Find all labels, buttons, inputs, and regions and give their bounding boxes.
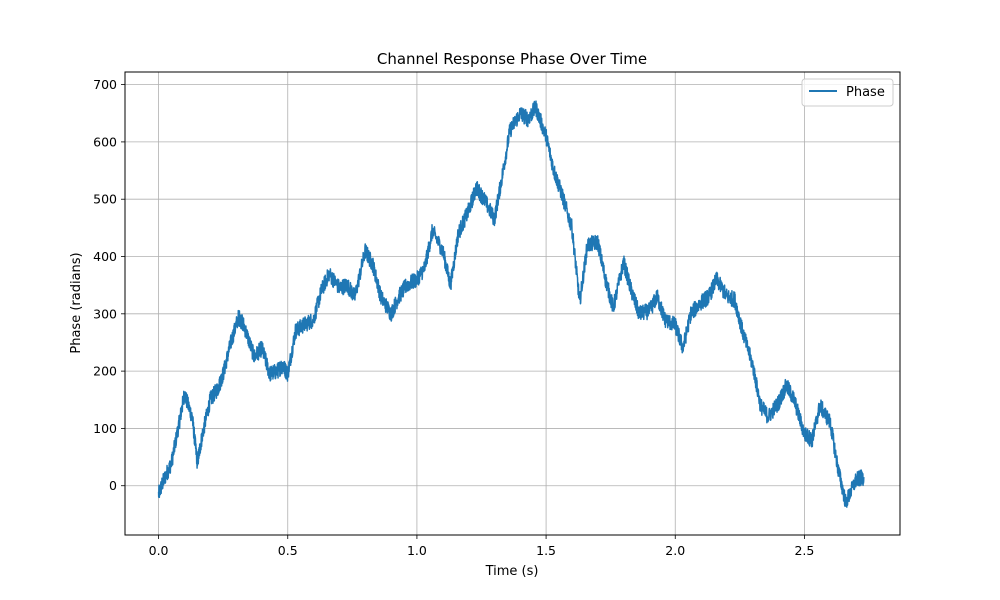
y-tick-label: 600 bbox=[93, 134, 117, 149]
y-axis-label: Phase (radians) bbox=[69, 252, 84, 353]
x-tick-label: 1.5 bbox=[536, 543, 556, 558]
legend: Phase bbox=[801, 78, 894, 107]
chart-title: Channel Response Phase Over Time bbox=[377, 50, 647, 68]
x-tick-label: 1.0 bbox=[407, 543, 427, 558]
y-tick-label: 0 bbox=[109, 478, 117, 493]
data-layer bbox=[157, 100, 865, 508]
y-tick-label: 400 bbox=[93, 249, 117, 264]
legend-box bbox=[801, 78, 894, 107]
y-tick-label: 700 bbox=[93, 77, 117, 92]
y-tick-label: 300 bbox=[93, 306, 117, 321]
x-axis-label: Time (s) bbox=[485, 564, 539, 579]
tick-layer: 0.0 0.5 1.0 1.5 2.0 2.5 0 100 200 300 400 500 600 700 bbox=[93, 77, 814, 558]
axes-frame bbox=[124, 71, 901, 536]
x-tick-label: 0.5 bbox=[278, 543, 298, 558]
x-tick-label: 0.0 bbox=[149, 543, 169, 558]
y-tick-label: 500 bbox=[93, 192, 117, 207]
y-tick-label: 200 bbox=[93, 364, 117, 379]
x-tick-label: 2.0 bbox=[665, 543, 685, 558]
y-tick-label: 100 bbox=[93, 421, 117, 436]
legend-label-phase: Phase bbox=[846, 85, 885, 100]
series-line-phase bbox=[157, 100, 865, 508]
x-tick-label: 2.5 bbox=[794, 543, 814, 558]
grid-layer bbox=[125, 72, 900, 535]
